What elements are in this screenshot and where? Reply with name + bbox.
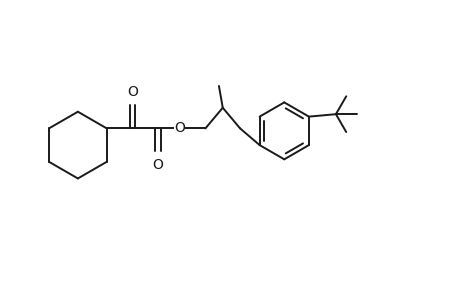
- Text: O: O: [127, 85, 137, 99]
- Text: O: O: [174, 122, 185, 135]
- Text: O: O: [152, 158, 163, 172]
